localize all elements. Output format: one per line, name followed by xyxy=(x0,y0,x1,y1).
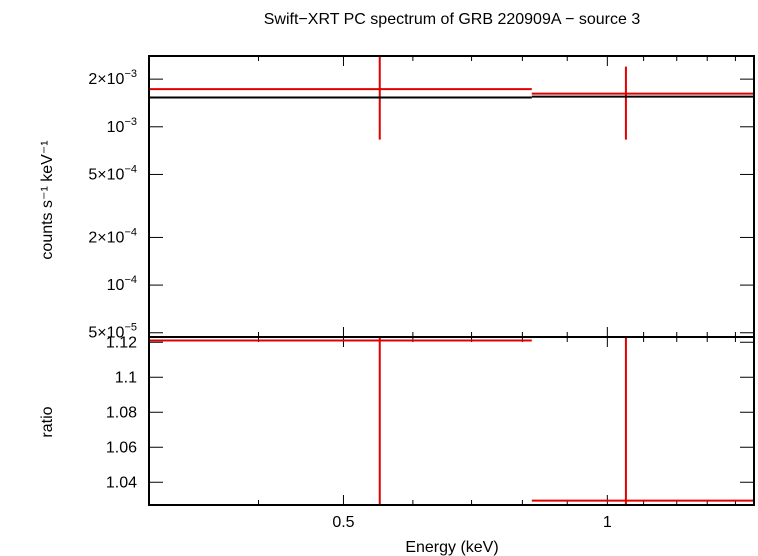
spectrum-y-tick-label: 2×10−3 xyxy=(88,68,137,88)
spectrum-y-tick-label: 5×10−4 xyxy=(88,163,137,183)
ratio-y-tick-label: 1.04 xyxy=(106,474,137,491)
spectrum-y-tick-exponent: −4 xyxy=(124,274,137,286)
spectrum-y-tick-label: 10−4 xyxy=(107,274,137,294)
x-tick-label: 1 xyxy=(603,514,612,531)
spectrum-panel: 5×10−510−42×10−45×10−410−32×10−3 xyxy=(88,56,754,342)
ratio-y-tick-label: 1.1 xyxy=(115,369,137,386)
spectrum-y-tick-exponent: −4 xyxy=(124,226,137,238)
y-axis-label-ratio: ratio xyxy=(39,406,56,437)
spectrum-y-tick-exponent: −5 xyxy=(124,322,137,334)
ratio-panel: 1.04 1.06 1.08 1.1 1.12 0.5 1 xyxy=(106,334,754,531)
spectrum-y-tick-exponent: −3 xyxy=(124,68,137,80)
x-axis-label: Energy (keV) xyxy=(405,539,498,556)
y-axis-label-spectrum: counts s⁻¹ keV⁻¹ xyxy=(39,140,56,259)
ratio-frame xyxy=(148,336,755,506)
spectrum-y-tick-exponent: −4 xyxy=(124,163,137,175)
spectrum-y-tick-label: 2×10−4 xyxy=(88,226,137,246)
spectrum-y-tick-exponent: −3 xyxy=(124,116,137,128)
ratio-y-tick-label: 1.12 xyxy=(106,334,137,351)
ratio-y-tick-label: 1.06 xyxy=(106,439,137,456)
x-tick-label: 0.5 xyxy=(332,514,354,531)
spectrum-y-tick-label: 10−3 xyxy=(107,116,137,136)
ratio-y-tick-label: 1.08 xyxy=(106,404,137,421)
chart-title: Swift−XRT PC spectrum of GRB 220909A − s… xyxy=(264,11,641,28)
